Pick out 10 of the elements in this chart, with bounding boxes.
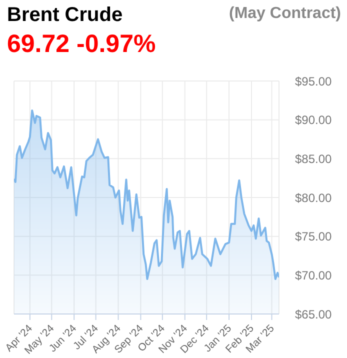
chart-subtitle: (May Contract) [228,5,341,23]
y-tick-label: $85.00 [295,152,332,166]
y-tick-label: $95.00 [295,74,332,88]
y-tick-label: $80.00 [295,190,332,205]
y-tick-label: $65.00 [295,307,332,322]
chart-title: Brent Crude [7,4,123,27]
y-tick-label: $90.00 [295,113,332,128]
y-tick-label: $70.00 [295,268,332,282]
text: 69.72 -0.97% [7,30,156,59]
y-tick-label: $75.00 [295,230,332,244]
